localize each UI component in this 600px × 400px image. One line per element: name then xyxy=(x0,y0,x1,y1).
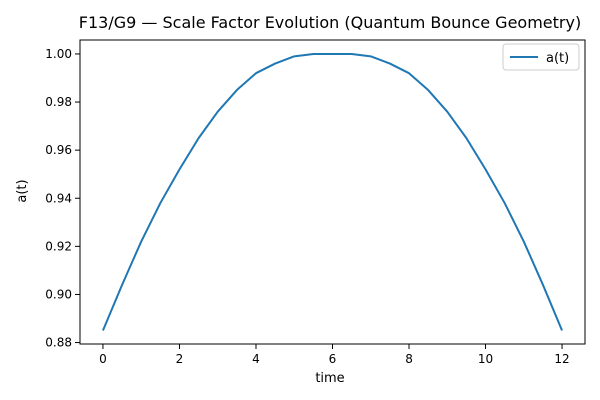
y-tick-label: 0.98 xyxy=(45,95,72,109)
x-tick-label: 12 xyxy=(554,352,569,366)
y-axis-ticks: 0.88 0.90 0.92 0.94 0.96 0.98 1.00 xyxy=(45,47,80,350)
series-line-a-t xyxy=(102,52,563,331)
legend-label: a(t) xyxy=(546,51,569,66)
chart-title: F13/G9 — Scale Factor Evolution (Quantum… xyxy=(79,13,581,32)
x-tick-label: 0 xyxy=(99,352,107,366)
y-axis-label: a(t) xyxy=(15,179,30,202)
y-tick-label: 0.94 xyxy=(45,191,72,205)
x-tick-label: 10 xyxy=(478,352,493,366)
y-tick-label: 1.00 xyxy=(45,47,72,61)
x-tick-label: 6 xyxy=(329,352,337,366)
legend-box xyxy=(502,43,580,71)
x-tick-label: 8 xyxy=(405,352,413,366)
y-tick-label: 0.92 xyxy=(45,239,72,253)
series-group xyxy=(102,52,563,331)
x-tick-label: 2 xyxy=(176,352,184,366)
x-axis-label: time xyxy=(315,371,344,386)
y-tick-label: 0.88 xyxy=(45,336,72,350)
legend: a(t) xyxy=(502,43,580,71)
y-tick-label: 0.90 xyxy=(45,287,72,301)
x-axis-ticks: 0 2 4 6 8 10 12 xyxy=(99,344,570,366)
x-tick-label: 4 xyxy=(252,352,260,366)
y-tick-label: 0.96 xyxy=(45,143,72,157)
plot-area: 0 2 4 6 8 10 12 0.88 0.90 0.92 0.94 0.96 0.98 1.00 xyxy=(45,39,586,366)
